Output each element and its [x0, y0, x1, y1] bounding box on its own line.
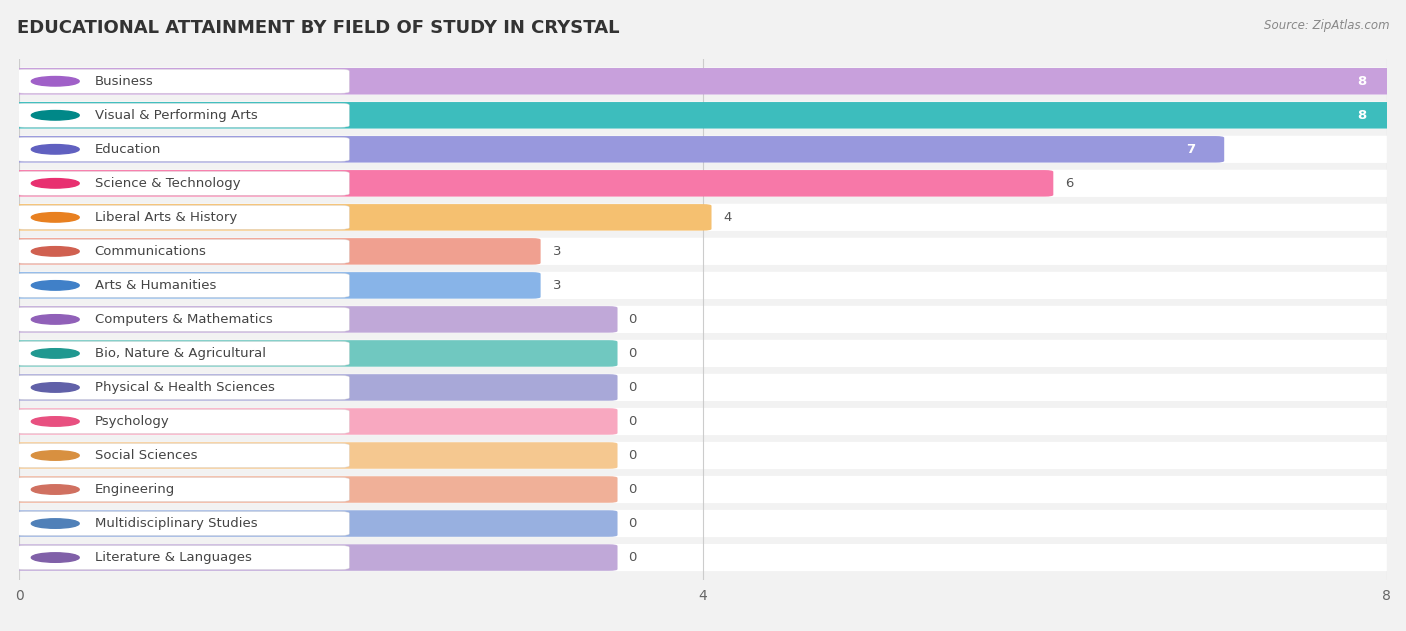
Circle shape [31, 213, 79, 222]
Text: Business: Business [94, 75, 153, 88]
FancyBboxPatch shape [8, 136, 1396, 163]
FancyBboxPatch shape [8, 476, 1396, 503]
FancyBboxPatch shape [11, 102, 1395, 129]
FancyBboxPatch shape [11, 306, 617, 333]
Text: 0: 0 [627, 551, 636, 564]
FancyBboxPatch shape [15, 307, 349, 331]
Circle shape [31, 179, 79, 188]
Circle shape [31, 485, 79, 494]
Text: Education: Education [94, 143, 160, 156]
FancyBboxPatch shape [8, 340, 1396, 367]
FancyBboxPatch shape [11, 374, 617, 401]
Text: 0: 0 [627, 415, 636, 428]
Text: Computers & Mathematics: Computers & Mathematics [94, 313, 273, 326]
Circle shape [31, 247, 79, 256]
FancyBboxPatch shape [8, 272, 1396, 299]
Circle shape [31, 519, 79, 528]
FancyBboxPatch shape [11, 476, 617, 503]
Text: Liberal Arts & History: Liberal Arts & History [94, 211, 236, 224]
FancyBboxPatch shape [11, 442, 617, 469]
Text: 3: 3 [553, 279, 561, 292]
Text: Arts & Humanities: Arts & Humanities [94, 279, 217, 292]
Circle shape [31, 144, 79, 154]
FancyBboxPatch shape [11, 545, 617, 571]
Text: 7: 7 [1187, 143, 1195, 156]
Text: Multidisciplinary Studies: Multidisciplinary Studies [94, 517, 257, 530]
Text: Psychology: Psychology [94, 415, 169, 428]
FancyBboxPatch shape [15, 69, 349, 93]
FancyBboxPatch shape [15, 240, 349, 263]
FancyBboxPatch shape [15, 206, 349, 229]
FancyBboxPatch shape [11, 68, 1395, 95]
FancyBboxPatch shape [8, 544, 1396, 571]
Text: Social Sciences: Social Sciences [94, 449, 197, 462]
FancyBboxPatch shape [11, 170, 1053, 197]
FancyBboxPatch shape [15, 444, 349, 468]
Text: 4: 4 [724, 211, 733, 224]
Circle shape [31, 281, 79, 290]
Text: 0: 0 [627, 381, 636, 394]
Text: EDUCATIONAL ATTAINMENT BY FIELD OF STUDY IN CRYSTAL: EDUCATIONAL ATTAINMENT BY FIELD OF STUDY… [17, 19, 620, 37]
FancyBboxPatch shape [8, 306, 1396, 333]
FancyBboxPatch shape [8, 238, 1396, 265]
FancyBboxPatch shape [11, 204, 711, 230]
Text: 8: 8 [1357, 109, 1367, 122]
Text: 8: 8 [1357, 75, 1367, 88]
FancyBboxPatch shape [15, 172, 349, 195]
FancyBboxPatch shape [8, 442, 1396, 469]
FancyBboxPatch shape [8, 408, 1396, 435]
FancyBboxPatch shape [15, 103, 349, 127]
FancyBboxPatch shape [11, 408, 617, 435]
Text: Science & Technology: Science & Technology [94, 177, 240, 190]
Circle shape [31, 553, 79, 562]
Text: 0: 0 [627, 517, 636, 530]
FancyBboxPatch shape [15, 546, 349, 569]
Circle shape [31, 382, 79, 392]
FancyBboxPatch shape [8, 68, 1396, 95]
Circle shape [31, 416, 79, 426]
FancyBboxPatch shape [15, 512, 349, 536]
FancyBboxPatch shape [15, 273, 349, 297]
Circle shape [31, 76, 79, 86]
FancyBboxPatch shape [8, 510, 1396, 537]
FancyBboxPatch shape [11, 238, 541, 264]
FancyBboxPatch shape [15, 410, 349, 433]
FancyBboxPatch shape [11, 136, 1225, 163]
Circle shape [31, 110, 79, 120]
Circle shape [31, 451, 79, 460]
Text: Bio, Nature & Agricultural: Bio, Nature & Agricultural [94, 347, 266, 360]
Text: 3: 3 [553, 245, 561, 258]
FancyBboxPatch shape [8, 204, 1396, 231]
Text: 6: 6 [1066, 177, 1074, 190]
FancyBboxPatch shape [8, 102, 1396, 129]
Text: 0: 0 [627, 483, 636, 496]
Text: 0: 0 [627, 347, 636, 360]
Text: Communications: Communications [94, 245, 207, 258]
FancyBboxPatch shape [15, 138, 349, 162]
Text: Literature & Languages: Literature & Languages [94, 551, 252, 564]
FancyBboxPatch shape [15, 341, 349, 365]
Text: Engineering: Engineering [94, 483, 174, 496]
Circle shape [31, 349, 79, 358]
FancyBboxPatch shape [15, 478, 349, 502]
Text: Visual & Performing Arts: Visual & Performing Arts [94, 109, 257, 122]
FancyBboxPatch shape [8, 170, 1396, 197]
FancyBboxPatch shape [8, 374, 1396, 401]
FancyBboxPatch shape [11, 510, 617, 537]
Text: Physical & Health Sciences: Physical & Health Sciences [94, 381, 274, 394]
FancyBboxPatch shape [11, 272, 541, 298]
Text: Source: ZipAtlas.com: Source: ZipAtlas.com [1264, 19, 1389, 32]
FancyBboxPatch shape [11, 340, 617, 367]
Circle shape [31, 315, 79, 324]
FancyBboxPatch shape [15, 375, 349, 399]
Text: 0: 0 [627, 313, 636, 326]
Text: 0: 0 [627, 449, 636, 462]
